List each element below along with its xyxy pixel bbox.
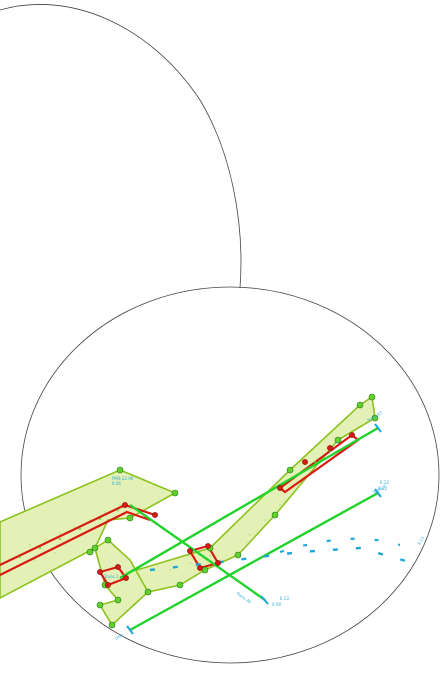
- link-1: [119, 426, 379, 580]
- label-e12: E.12: [380, 480, 389, 485]
- label-unit: Unit: [114, 632, 124, 641]
- link-lines: [119, 426, 379, 632]
- label-trans36: Trans.36: [235, 590, 253, 605]
- label-056: 0.56: [112, 481, 121, 486]
- link-2: [129, 491, 379, 632]
- marker-1: [374, 423, 382, 433]
- label-e13: E.13: [280, 596, 289, 601]
- label-pms: PMS-22.96: [112, 476, 134, 481]
- dashed-boundary-line: [149, 546, 421, 572]
- label-e11: E.11: [417, 535, 426, 546]
- buffer-zone-polygons: [0, 395, 376, 627]
- center-line-left-2: [0, 510, 151, 576]
- upper-circle-arc: [0, 4, 242, 289]
- label-058: 0.58: [272, 602, 281, 607]
- marker-4: [260, 595, 269, 605]
- label-022: 0.22: [378, 486, 387, 491]
- zone-left-arm: [0, 469, 177, 599]
- center-vertices: [97, 432, 355, 588]
- marker-2: [374, 488, 382, 498]
- label-trans1: Trans.1: [103, 574, 119, 579]
- dimension-markers: [126, 423, 382, 635]
- link-3: [129, 504, 266, 601]
- marker-3: [126, 625, 134, 635]
- dashed-arc: [279, 537, 401, 554]
- lower-circle: [20, 286, 440, 664]
